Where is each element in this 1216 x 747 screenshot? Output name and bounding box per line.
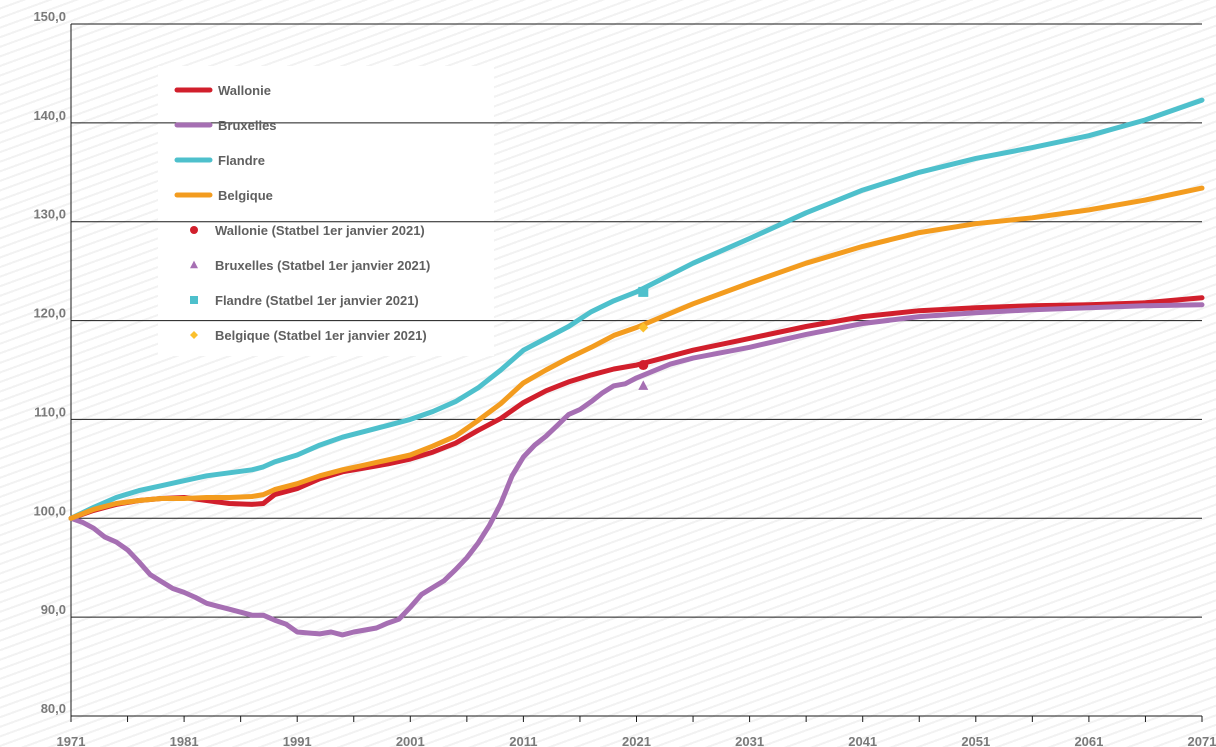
legend-marker-square — [190, 296, 198, 304]
legend-label: Flandre (Statbel 1er janvier 2021) — [215, 293, 419, 308]
data-marker-triangle — [638, 380, 649, 390]
y-tick-label: 120,0 — [33, 306, 66, 321]
legend-label: Wallonie (Statbel 1er janvier 2021) — [215, 223, 425, 238]
x-tick-label: 2071 — [1188, 734, 1216, 747]
legend-marker-triangle — [190, 260, 198, 269]
x-tick-label: 2031 — [735, 734, 764, 747]
legend-label: Bruxelles (Statbel 1er janvier 2021) — [215, 258, 430, 273]
x-tick-label: 2051 — [961, 734, 990, 747]
y-tick-label: 110,0 — [34, 404, 66, 419]
x-tick-label: 2061 — [1074, 734, 1103, 747]
marker-layer — [638, 286, 649, 390]
axes — [70, 24, 1203, 722]
series-layer — [68, 97, 1205, 638]
y-tick-label: 100,0 — [33, 503, 66, 518]
legend-label: Flandre — [218, 153, 265, 168]
legend-marker-circle — [190, 226, 198, 234]
series-line-wallonie — [68, 295, 1205, 521]
legend-label: Belgique — [218, 188, 273, 203]
data-marker-square — [638, 286, 649, 297]
legend-label: Wallonie — [218, 83, 271, 98]
y-tick-label: 150,0 — [33, 9, 66, 24]
series-line-belgique — [68, 185, 1205, 521]
series-line-bruxelles — [68, 302, 1205, 638]
legend-background — [158, 66, 494, 356]
y-tick-label: 90,0 — [41, 602, 66, 617]
legend-marker-diamond — [190, 331, 198, 339]
legend: Wallonie Bruxelles Flandre Belgique Wallonie… — [174, 83, 430, 343]
y-tick-label: 80,0 — [41, 701, 66, 716]
y-tick-label: 140,0 — [33, 108, 66, 123]
x-tick-label: 2001 — [396, 734, 425, 747]
legend-label: Belgique (Statbel 1er janvier 2021) — [215, 328, 427, 343]
y-tick-labels: 80,0 90,0 100,0 110,0 120,0 130,0 140,0 150,0 — [33, 9, 66, 716]
x-tick-label: 1971 — [57, 734, 86, 747]
series-line-flandre — [68, 97, 1205, 521]
x-tick-label: 1991 — [283, 734, 312, 747]
x-tick-label: 2011 — [509, 734, 537, 747]
x-tick-label: 2041 — [848, 734, 877, 747]
data-marker-diamond — [638, 322, 649, 333]
legend-label: Bruxelles — [218, 118, 277, 133]
x-tick-labels: 1971 1981 1991 2001 2011 2021 2031 2041 2051 2061… — [57, 734, 1216, 747]
x-tick-label: 1981 — [170, 734, 199, 747]
data-marker-circle — [638, 360, 649, 371]
y-tick-label: 130,0 — [33, 207, 66, 222]
x-tick-label: 2021 — [622, 734, 651, 747]
